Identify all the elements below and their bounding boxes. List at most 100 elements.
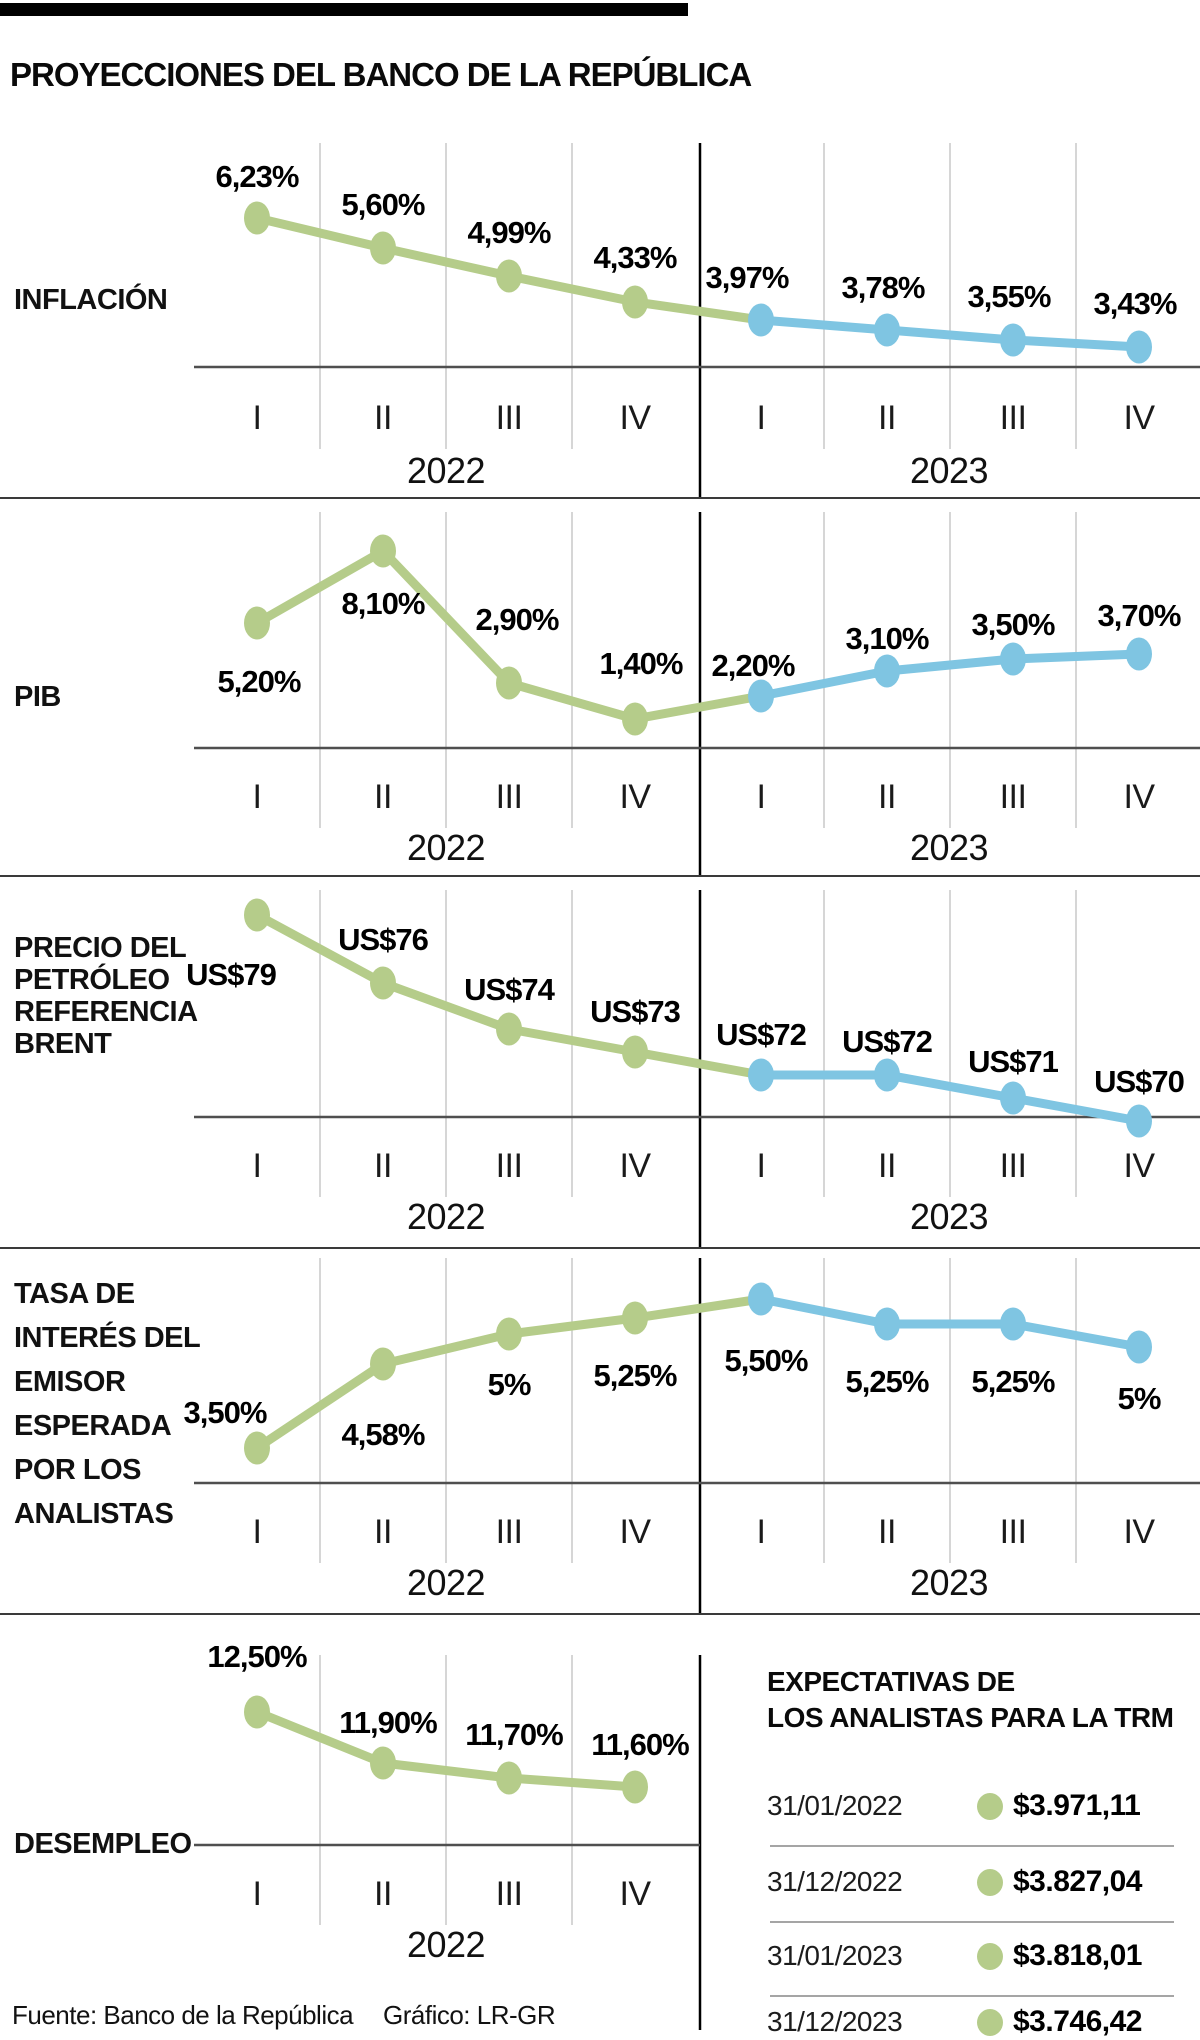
data-point bbox=[748, 1282, 774, 1316]
quarter-tick-label: I bbox=[253, 399, 262, 437]
year-label: 2022 bbox=[407, 1562, 485, 1603]
quarter-tick-label: I bbox=[253, 1875, 262, 1913]
value-label: 1,40% bbox=[600, 646, 683, 681]
data-point bbox=[496, 1012, 522, 1046]
data-point bbox=[496, 1317, 522, 1351]
chart-inflacion: 6,23% 5,60% 4,99% 4,33% 3,97% 3,78% 3,55% 3,43%… bbox=[0, 143, 1200, 499]
graphic-credit: Gráfico: LR-GR bbox=[383, 2000, 556, 2030]
data-point bbox=[622, 702, 648, 736]
value-label: 5,20% bbox=[218, 664, 301, 699]
quarter-tick-label: II bbox=[878, 1513, 896, 1551]
bullet-dot-icon bbox=[977, 1942, 1003, 1970]
value-label: 2,90% bbox=[476, 602, 559, 637]
value-label: 5% bbox=[1118, 1381, 1161, 1416]
value-label: 3,43% bbox=[1094, 286, 1177, 321]
data-point bbox=[244, 201, 270, 235]
data-point bbox=[244, 898, 270, 932]
value-label: 3,78% bbox=[842, 270, 925, 305]
year-label: 2022 bbox=[407, 450, 485, 491]
year-label: 2023 bbox=[910, 450, 988, 491]
data-point bbox=[1000, 1081, 1026, 1115]
quarter-tick-label: I bbox=[253, 778, 262, 816]
chart-label-tasa: TASA DE INTERÉS DEL EMISOR ESPERADA POR … bbox=[14, 1278, 201, 1530]
trm-row-divider bbox=[770, 1845, 1174, 1847]
quarter-tick-label: III bbox=[496, 1875, 523, 1913]
data-point bbox=[748, 679, 774, 713]
quarter-tick-label: I bbox=[757, 778, 766, 816]
value-label: US$72 bbox=[842, 1024, 932, 1059]
quarter-tick-label: I bbox=[757, 399, 766, 437]
value-label: 3,50% bbox=[184, 1395, 267, 1430]
year-label: 2023 bbox=[910, 1562, 988, 1603]
trm-row: 31/01/2023 $3.818,01 bbox=[767, 1938, 1191, 1974]
quarter-tick-label: IV bbox=[1123, 399, 1155, 437]
chart-label-desempleo: DESEMPLEO bbox=[14, 1828, 192, 1860]
value-label: 3,70% bbox=[1098, 598, 1181, 633]
trm-row-divider bbox=[770, 1995, 1174, 1997]
value-label: 8,10% bbox=[342, 586, 425, 621]
value-label: 11,70% bbox=[465, 1717, 563, 1752]
trm-row: 31/12/2023 $3.746,42 bbox=[767, 2004, 1191, 2040]
data-point bbox=[496, 259, 522, 293]
series-line bbox=[760, 649, 1140, 701]
quarter-tick-label: III bbox=[496, 1513, 523, 1551]
chart-tasa: 3,50%4,58%5% 5,25% 5,50%5,25% 5,25% 5%I II III… bbox=[0, 1258, 1200, 1615]
quarter-tick-label: II bbox=[374, 1875, 392, 1913]
trm-value: $3.971,11 bbox=[1013, 1789, 1141, 1822]
data-point bbox=[748, 1058, 774, 1092]
quarter-tick-label: IV bbox=[619, 399, 651, 437]
quarter-tick-label: III bbox=[496, 399, 523, 437]
quarter-tick-label: III bbox=[1000, 1147, 1027, 1185]
trm-row-divider bbox=[770, 1921, 1174, 1923]
data-point bbox=[244, 606, 270, 640]
data-point bbox=[1126, 330, 1152, 364]
quarter-tick-label: III bbox=[496, 1147, 523, 1185]
data-point bbox=[1126, 1104, 1152, 1138]
header-bar bbox=[0, 3, 688, 16]
bullet-dot-icon bbox=[977, 1792, 1003, 1820]
value-label: 4,99% bbox=[468, 215, 551, 250]
quarter-tick-label: II bbox=[374, 399, 392, 437]
value-label: 5,50% bbox=[725, 1343, 808, 1378]
data-point bbox=[1000, 323, 1026, 357]
trm-row: 31/12/2022 $3.827,04 bbox=[767, 1864, 1191, 1900]
bullet-dot-icon bbox=[977, 2008, 1003, 2036]
quarter-tick-label: I bbox=[253, 1513, 262, 1551]
year-label: 2023 bbox=[910, 1196, 988, 1237]
series-line bbox=[760, 315, 1140, 352]
data-point bbox=[1126, 1330, 1152, 1364]
data-point bbox=[370, 1347, 396, 1381]
quarter-tick-label: III bbox=[496, 778, 523, 816]
quarter-tick-label: III bbox=[1000, 399, 1027, 437]
trm-value: $3.818,01 bbox=[1013, 1939, 1142, 1972]
chart-label-pib: PIB bbox=[14, 681, 61, 713]
quarter-tick-label: III bbox=[1000, 1513, 1027, 1551]
value-label: US$71 bbox=[968, 1044, 1059, 1079]
data-point bbox=[622, 1035, 648, 1069]
data-point bbox=[622, 285, 648, 319]
value-label: 2,20% bbox=[712, 648, 795, 683]
data-point bbox=[874, 313, 900, 347]
data-point bbox=[874, 1307, 900, 1341]
value-label: US$76 bbox=[338, 922, 429, 957]
data-point bbox=[496, 666, 522, 700]
value-label: 5% bbox=[488, 1367, 531, 1402]
data-point bbox=[496, 1761, 522, 1795]
value-label: 3,55% bbox=[968, 279, 1051, 314]
value-label: 11,90% bbox=[339, 1705, 437, 1740]
value-label: US$73 bbox=[590, 994, 681, 1029]
value-label: US$70 bbox=[1094, 1064, 1184, 1099]
data-point bbox=[1000, 642, 1026, 676]
value-label: 5,25% bbox=[594, 1358, 677, 1393]
quarter-tick-label: I bbox=[253, 1147, 262, 1185]
value-label: 4,33% bbox=[594, 240, 677, 275]
value-label: 6,23% bbox=[216, 159, 299, 194]
page-title: PROYECCIONES DEL BANCO DE LA REPÚBLICA bbox=[10, 56, 752, 94]
data-point bbox=[622, 1301, 648, 1335]
chart-brent: US$79 US$76 US$74 US$73 US$72 US$72 US$71 US$70… bbox=[0, 890, 1200, 1249]
data-point bbox=[874, 654, 900, 688]
value-label: 5,25% bbox=[846, 1364, 929, 1399]
data-point bbox=[244, 1695, 270, 1729]
data-point bbox=[244, 1431, 270, 1465]
trm-date: 31/01/2023 bbox=[767, 1940, 903, 1971]
